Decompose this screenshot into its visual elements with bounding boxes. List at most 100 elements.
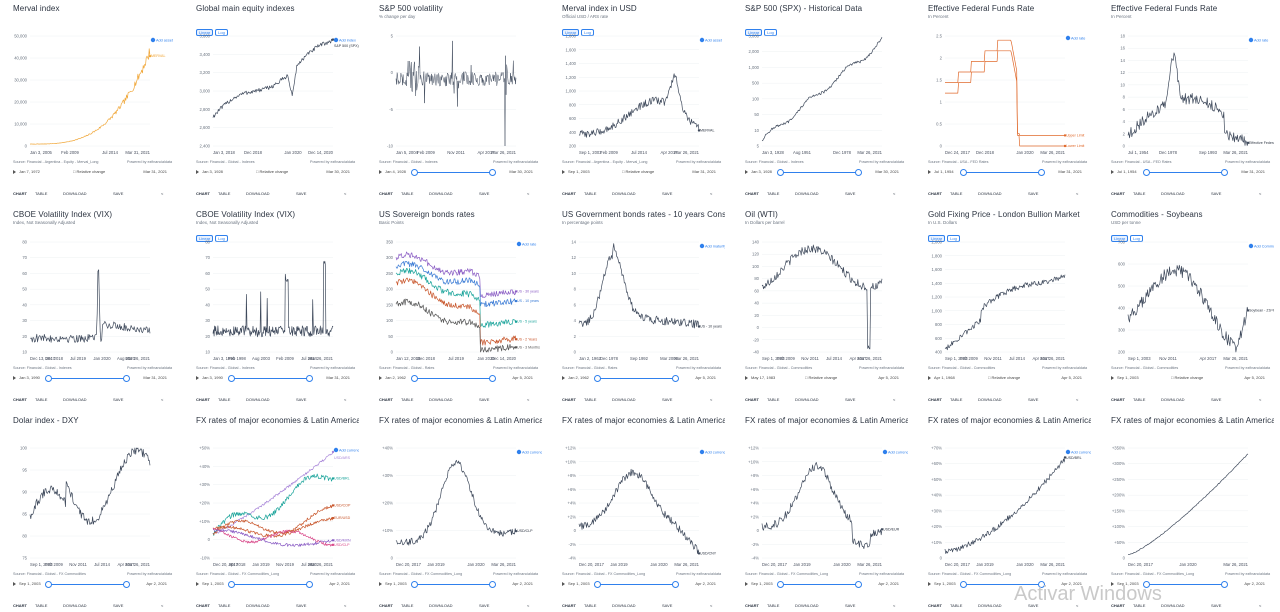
date-range-slider[interactable]: Sep 1, 2003 Apr 2, 2021 bbox=[562, 580, 718, 588]
scale-toggle-log[interactable]: Log bbox=[1130, 235, 1143, 242]
tab-save[interactable]: SAVE bbox=[479, 603, 490, 608]
tab-download[interactable]: DOWNLOAD bbox=[612, 397, 636, 402]
tab-chart[interactable]: CHART bbox=[745, 397, 759, 402]
play-icon[interactable] bbox=[562, 169, 565, 174]
tab-table[interactable]: TABLE bbox=[584, 191, 597, 196]
date-range-slider[interactable]: Sep 1, 2003 Apr 2, 2021 bbox=[1111, 580, 1267, 588]
range-handle-start[interactable] bbox=[45, 375, 52, 382]
tab-save[interactable]: SAVE bbox=[479, 191, 490, 196]
tab-save[interactable]: SAVE bbox=[479, 397, 490, 402]
add-series-button[interactable]: Add rate bbox=[1065, 35, 1086, 41]
range-handle-end[interactable] bbox=[1038, 581, 1045, 588]
tab-save[interactable]: SAVE bbox=[662, 397, 673, 402]
add-icon[interactable] bbox=[699, 243, 705, 249]
range-handle-end[interactable] bbox=[1221, 581, 1228, 588]
tab-download[interactable]: DOWNLOAD bbox=[612, 191, 636, 196]
add-icon[interactable] bbox=[516, 449, 522, 455]
add-icon[interactable] bbox=[1248, 243, 1254, 249]
tab-save[interactable]: SAVE bbox=[1028, 191, 1039, 196]
add-icon[interactable] bbox=[1065, 449, 1071, 455]
play-icon[interactable] bbox=[745, 375, 748, 380]
add-series-button[interactable]: Add asset bbox=[699, 37, 723, 43]
scale-toggle-log[interactable]: Log bbox=[764, 29, 777, 36]
add-series-button[interactable]: Add currency bbox=[699, 449, 725, 455]
play-icon[interactable] bbox=[196, 581, 199, 586]
add-series-label[interactable]: Add currency bbox=[888, 450, 908, 454]
tab-chart[interactable]: CHART bbox=[196, 191, 210, 196]
add-series-button[interactable]: Add rate bbox=[516, 241, 537, 247]
add-series-label[interactable]: Add maturity bbox=[705, 244, 725, 248]
tab-save[interactable]: SAVE bbox=[1028, 603, 1039, 608]
range-handle-start[interactable] bbox=[1143, 581, 1150, 588]
tab-chart[interactable]: CHART bbox=[562, 603, 576, 608]
range-handle-start[interactable] bbox=[960, 581, 967, 588]
tab-chart[interactable]: CHART bbox=[928, 603, 942, 608]
range-handle-end[interactable] bbox=[123, 375, 130, 382]
tab-save[interactable]: SAVE bbox=[296, 191, 307, 196]
tab-chart[interactable]: CHART bbox=[13, 397, 27, 402]
tab-table[interactable]: TABLE bbox=[767, 191, 780, 196]
date-range-slider[interactable]: Jan 3, 1928 Mar 30, 2021 bbox=[745, 168, 901, 176]
tab-table[interactable]: TABLE bbox=[1133, 603, 1146, 608]
tab-table[interactable]: TABLE bbox=[584, 603, 597, 608]
play-icon[interactable] bbox=[745, 169, 748, 174]
range-handle-end[interactable] bbox=[855, 169, 862, 176]
play-icon[interactable] bbox=[745, 581, 748, 586]
tab-download[interactable]: DOWNLOAD bbox=[63, 603, 87, 608]
range-handle-end[interactable] bbox=[672, 581, 679, 588]
tab-chart[interactable]: CHART bbox=[562, 191, 576, 196]
range-handle-end[interactable] bbox=[672, 375, 679, 382]
date-range-slider[interactable]: Jan 2, 1962 Apr 5, 2021 bbox=[562, 374, 718, 382]
share-icon[interactable]: < bbox=[1259, 603, 1262, 608]
tab-save[interactable]: SAVE bbox=[845, 191, 856, 196]
play-icon[interactable] bbox=[1111, 581, 1114, 586]
tab-download[interactable]: DOWNLOAD bbox=[978, 603, 1002, 608]
add-icon[interactable] bbox=[699, 37, 705, 43]
tab-table[interactable]: TABLE bbox=[218, 191, 231, 196]
range-handle-end[interactable] bbox=[306, 581, 313, 588]
scale-toggle-linear[interactable]: Linear bbox=[196, 235, 214, 242]
date-range-slider[interactable]: Sep 1, 2003 □ Relative change Mar 31, 2021 bbox=[562, 168, 718, 176]
tab-table[interactable]: TABLE bbox=[767, 603, 780, 608]
date-range-slider[interactable]: Sep 1, 2003 □ Relative change Apr 5, 2021 bbox=[1111, 374, 1267, 382]
tab-chart[interactable]: CHART bbox=[379, 397, 393, 402]
share-icon[interactable]: < bbox=[161, 603, 164, 608]
share-icon[interactable]: < bbox=[893, 397, 896, 402]
share-icon[interactable]: < bbox=[161, 397, 164, 402]
scale-toggle-linear[interactable]: Linear bbox=[928, 235, 946, 242]
range-handle-start[interactable] bbox=[777, 581, 784, 588]
relative-change-checkbox[interactable]: □ Relative change bbox=[622, 169, 655, 174]
tab-table[interactable]: TABLE bbox=[1133, 191, 1146, 196]
tab-save[interactable]: SAVE bbox=[845, 397, 856, 402]
play-icon[interactable] bbox=[928, 581, 931, 586]
range-handle-start[interactable] bbox=[411, 581, 418, 588]
share-icon[interactable]: < bbox=[1259, 397, 1262, 402]
tab-download[interactable]: DOWNLOAD bbox=[429, 603, 453, 608]
tab-save[interactable]: SAVE bbox=[845, 603, 856, 608]
add-series-button[interactable]: Add currency bbox=[882, 449, 908, 455]
range-handle-start[interactable] bbox=[594, 581, 601, 588]
share-icon[interactable]: < bbox=[344, 397, 347, 402]
share-icon[interactable]: < bbox=[710, 397, 713, 402]
add-series-label[interactable]: Add currency bbox=[1071, 450, 1091, 454]
tab-download[interactable]: DOWNLOAD bbox=[429, 397, 453, 402]
tab-table[interactable]: TABLE bbox=[218, 603, 231, 608]
date-range-slider[interactable]: May 17, 1983 □ Relative change Apr 5, 2021 bbox=[745, 374, 901, 382]
date-range-slider[interactable]: Jan 3, 1990 Mar 31, 2021 bbox=[13, 374, 169, 382]
add-series-button[interactable]: Add Commodity bbox=[1248, 243, 1274, 249]
tab-download[interactable]: DOWNLOAD bbox=[1161, 603, 1185, 608]
date-range-slider[interactable]: Jan 3, 1928 □ Relative change Mar 30, 2021 bbox=[196, 168, 352, 176]
add-series-button[interactable]: Add currency bbox=[516, 449, 542, 455]
play-icon[interactable] bbox=[13, 169, 16, 174]
add-series-label[interactable]: Add currency bbox=[705, 450, 725, 454]
tab-chart[interactable]: CHART bbox=[928, 191, 942, 196]
play-icon[interactable] bbox=[379, 581, 382, 586]
relative-change-checkbox[interactable]: □ Relative change bbox=[73, 169, 106, 174]
tab-table[interactable]: TABLE bbox=[35, 397, 48, 402]
tab-download[interactable]: DOWNLOAD bbox=[429, 191, 453, 196]
tab-download[interactable]: DOWNLOAD bbox=[1161, 191, 1185, 196]
add-series-button[interactable]: Add rate bbox=[1248, 37, 1269, 43]
add-icon[interactable] bbox=[150, 37, 156, 43]
tab-download[interactable]: DOWNLOAD bbox=[795, 397, 819, 402]
tab-download[interactable]: DOWNLOAD bbox=[246, 397, 270, 402]
